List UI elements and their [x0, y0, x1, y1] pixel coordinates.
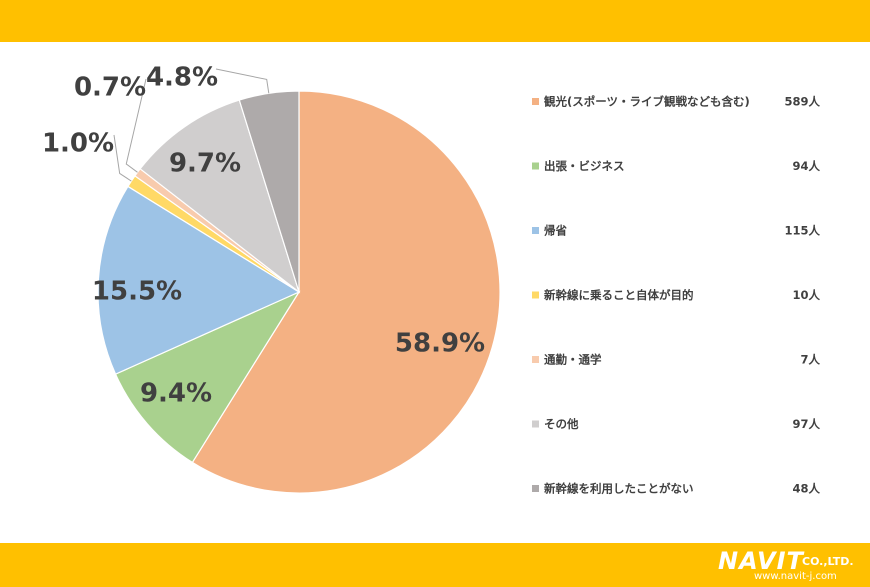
- pie-slice: [191, 90, 501, 494]
- slice-labels: 58.9% 9.4% 15.5% 1.0% 0.7% 9.7% 4.8%: [42, 63, 485, 409]
- legend-swatch: [532, 485, 539, 492]
- pie-slice: [114, 290, 301, 464]
- data-label: 4.8%: [146, 63, 218, 93]
- legend-label: 通勤・通学: [544, 353, 602, 367]
- legend-count: 10人: [792, 288, 820, 302]
- data-label: 9.4%: [140, 379, 212, 409]
- legend-label: その他: [544, 417, 579, 431]
- top-banner: [0, 0, 870, 42]
- data-label: 0.7%: [74, 73, 146, 103]
- legend-count: 94人: [792, 159, 820, 173]
- legend-swatch: [532, 420, 539, 428]
- logo-suffix: CO.,LTD.: [802, 555, 854, 568]
- pie-chart: 58.9% 9.4% 15.5% 1.0% 0.7% 9.7% 4.8% 観光(スポーツ・ラ…: [42, 63, 821, 496]
- legend-swatch: [532, 227, 539, 234]
- legend-swatch: [532, 98, 539, 105]
- bottom-banner: [0, 543, 870, 587]
- legend-count: 48人: [792, 482, 820, 496]
- data-label: 58.9%: [395, 329, 485, 359]
- legend-count: 115人: [784, 224, 820, 238]
- legend-label: 新幹線を利用したことがない: [544, 482, 694, 496]
- leader-line: [125, 78, 147, 173]
- logo-brand: NAVIT: [718, 547, 804, 575]
- company-logo: NAVIT CO.,LTD. www.navit-j.com: [718, 547, 866, 585]
- legend-count: 589人: [784, 95, 820, 109]
- legend-label: 観光(スポーツ・ライブ観戦なども含む): [544, 95, 750, 109]
- data-label: 1.0%: [42, 129, 114, 159]
- pie-slices: [97, 90, 501, 494]
- pie-slice: [139, 99, 301, 294]
- legend-swatch: [532, 356, 539, 363]
- legend-label: 出張・ビジネス: [544, 159, 625, 173]
- data-label: 9.7%: [169, 149, 241, 179]
- leader-lines: [113, 68, 270, 182]
- legend-swatch: [532, 162, 539, 170]
- pie-slice: [238, 90, 300, 293]
- data-label: 15.5%: [92, 277, 182, 307]
- leader-line: [113, 134, 132, 182]
- legend-label: 新幹線に乗ること自体が目的: [544, 288, 694, 302]
- legend-count: 97人: [792, 417, 820, 431]
- legend-count: 7人: [800, 353, 820, 367]
- legend-label: 帰省: [544, 224, 567, 238]
- legend-swatch: [532, 291, 539, 299]
- leader-line: [215, 68, 270, 94]
- logo-url: www.navit-j.com: [754, 571, 837, 582]
- pie-slice: [97, 185, 301, 375]
